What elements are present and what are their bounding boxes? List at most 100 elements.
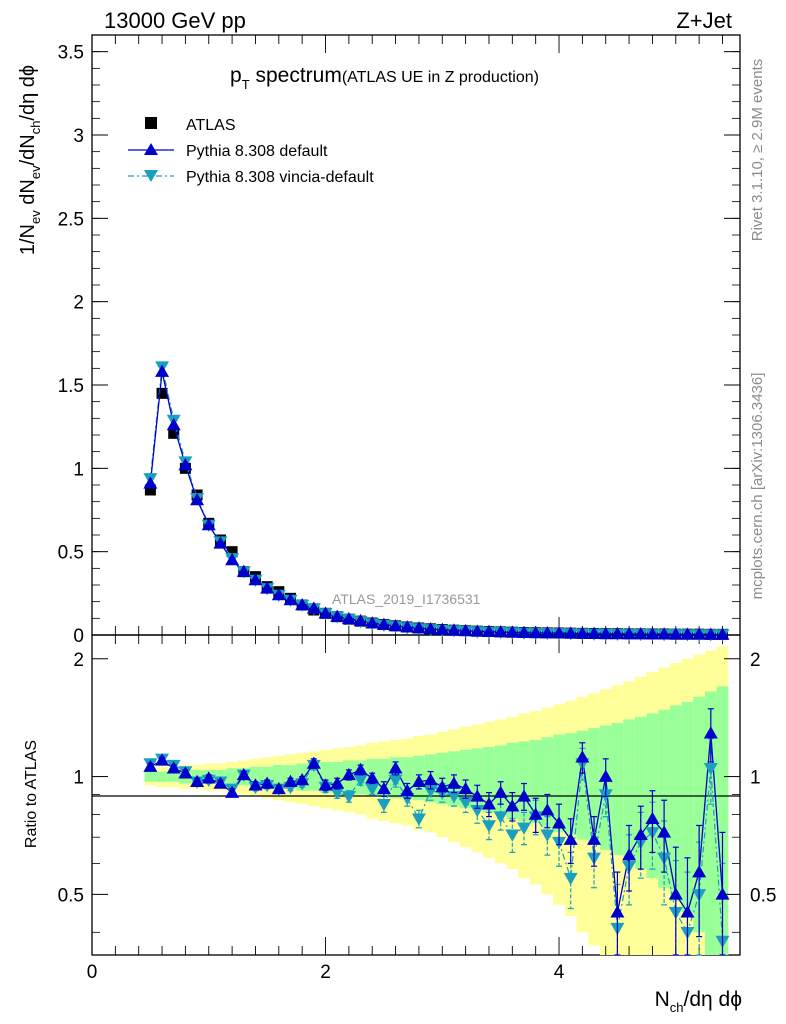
legend-marker-vincia <box>144 170 158 182</box>
ratio-default-point <box>715 887 730 900</box>
default-point <box>470 624 485 637</box>
ratio-default-point <box>575 750 590 763</box>
ratio-default-point <box>423 772 438 786</box>
ratio-default-point <box>260 776 275 789</box>
legend-label-default: Pythia 8.308 default <box>186 143 328 160</box>
ratio-ytick-label: 2 <box>73 650 84 671</box>
legend-label-vincia: Pythia 8.308 vincia-default <box>186 169 374 186</box>
ratio-band-inner <box>588 728 600 845</box>
main-ylabel: 1/Nev dNev/dNch/dη dϕ <box>17 65 43 255</box>
default-point <box>552 626 567 639</box>
ratio-default-point <box>155 753 170 766</box>
atlas-point <box>226 546 238 558</box>
ratio-default-point <box>552 816 567 829</box>
ratio-band-inner <box>681 702 694 913</box>
default-point <box>365 616 380 629</box>
xlabel-p0: N <box>655 988 670 1011</box>
right-label-bottom: mcplots.cern.ch [arXiv:1306.3436] <box>749 373 766 600</box>
default-point <box>587 626 602 639</box>
default-point <box>260 581 275 594</box>
ratio-default-point <box>435 780 450 793</box>
ratio-vincia-point <box>341 791 356 804</box>
ratio-band-inner <box>623 719 635 864</box>
ratio-vincia-point <box>365 783 380 796</box>
ratio-vincia-point <box>446 791 461 804</box>
legend: ATLAS Pythia 8.308 default Pythia 8.308 … <box>128 117 374 186</box>
ratio-ylabel: Ratio to ATLAS <box>23 740 40 848</box>
ratio-band-inner <box>693 696 705 933</box>
legend-label-atlas: ATLAS <box>186 117 236 134</box>
main-ytick-label: 1.5 <box>58 376 84 397</box>
title-main: p <box>230 64 242 87</box>
axis-ticks: 0 0.5 1 1.5 2 2.5 3 3.5 0 2 4 0.5 0.5 1 1 2 2 <box>58 35 776 983</box>
ratio-default-point <box>411 774 426 787</box>
ratio-band-inner <box>611 723 624 856</box>
title-word: spectrum <box>250 64 342 87</box>
default-point <box>330 609 345 622</box>
ratio-band-inner <box>576 730 589 840</box>
default-point <box>446 623 461 636</box>
ratio-band-inner <box>401 757 414 799</box>
default-point <box>668 627 683 640</box>
ratio-band-inner <box>459 749 472 809</box>
ratio-vincia-point <box>423 785 438 798</box>
ratio-default-point <box>330 776 345 789</box>
legend-marker-default <box>144 143 158 155</box>
ratio-vincia-point <box>400 793 415 806</box>
ratio-default-point <box>563 832 578 845</box>
main-ytick-label: 3 <box>73 126 84 147</box>
ratio-xlabel: Nch/dη dϕ <box>655 988 742 1015</box>
ratio-band-inner <box>494 745 507 815</box>
ratio-default-point <box>166 761 181 774</box>
header-left: 13000 GeV pp <box>104 8 246 33</box>
ratio-plot-frame <box>91 634 741 956</box>
ratio-default-point <box>353 762 368 776</box>
ratio-default-point <box>505 799 520 812</box>
ratio-xtick-label: 0 <box>87 962 98 983</box>
ratio-default-point <box>295 772 310 786</box>
default-point <box>540 626 555 639</box>
ratio-default-point <box>341 767 356 781</box>
default-point <box>692 627 707 640</box>
ratio-vincia-point <box>517 822 531 835</box>
ratio-default-point <box>201 771 216 784</box>
default-point <box>411 621 426 634</box>
ratio-default-point <box>481 797 496 810</box>
ratio-band-inner <box>634 716 647 870</box>
default-point <box>388 619 403 632</box>
ratio-band-inner <box>669 705 682 902</box>
default-point <box>376 617 391 630</box>
ratio-vincia-point <box>411 813 426 826</box>
ratio-band-inner <box>658 709 670 888</box>
default-point <box>178 458 193 471</box>
ratio-default-point <box>587 832 602 845</box>
ratio-band-inner <box>529 740 542 824</box>
analysis-label: ATLAS_2019_I1736531 <box>332 591 481 607</box>
default-point <box>306 601 321 614</box>
ratio-default-point <box>692 865 707 878</box>
ratio-vincia-point <box>493 811 508 824</box>
main-ytick-label: 0 <box>73 626 84 647</box>
ratio-vincia-point <box>481 820 496 833</box>
default-point <box>528 625 543 639</box>
ratio-ytick-label-right: 0.5 <box>750 885 776 906</box>
ratio-default-point <box>470 789 485 802</box>
ratio-band-inner <box>167 771 180 782</box>
right-label-top: Rivet 3.1.10, ≥ 2.9M events <box>749 59 766 242</box>
ratio-vincia-point <box>376 798 391 812</box>
ratio-default-point <box>400 783 415 796</box>
default-point <box>610 626 625 640</box>
ratio-band-inner <box>704 691 717 955</box>
ratio-band-inner <box>553 734 565 833</box>
ratio-default-point <box>213 776 228 789</box>
ratio-ytick-label-right: 1 <box>750 768 761 789</box>
ylabel-p5: ch <box>28 121 43 135</box>
ratio-default-point <box>493 785 508 798</box>
main-ytick-label: 3.5 <box>58 43 84 64</box>
ratio-vincia-point <box>540 829 555 842</box>
ratio-default-point <box>236 767 251 781</box>
ratio-xtick-label: 2 <box>320 962 331 983</box>
ylabel-p4: /dN <box>17 134 39 165</box>
ratio-default-point <box>540 803 555 816</box>
default-point <box>633 627 648 640</box>
